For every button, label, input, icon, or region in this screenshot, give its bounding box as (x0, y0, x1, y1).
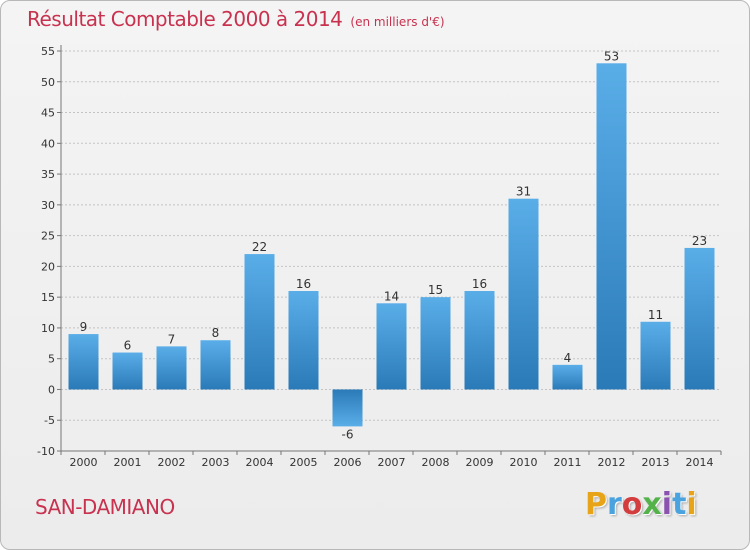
y-tick-label: -10 (37, 445, 55, 458)
x-tick-label: 2002 (158, 456, 186, 469)
x-tick-label: 2001 (114, 456, 142, 469)
y-tick-label: 5 (48, 353, 55, 366)
data-label: 16 (472, 277, 487, 291)
bar (68, 334, 99, 390)
x-tick-label: 2009 (466, 456, 494, 469)
y-tick-label: 50 (41, 76, 55, 89)
bar (508, 198, 539, 390)
x-tick-label: 2008 (422, 456, 450, 469)
proxiti-logo[interactable]: Proxiti (585, 487, 697, 522)
x-tick-label: 2010 (510, 456, 538, 469)
data-label: 22 (252, 240, 267, 254)
y-tick-label: 10 (41, 322, 55, 335)
y-tick-label: 30 (41, 199, 55, 212)
bar (552, 364, 583, 390)
x-tick-label: 2006 (334, 456, 362, 469)
y-tick-label: 40 (41, 137, 55, 150)
y-tick-label: 45 (41, 107, 55, 120)
bar (376, 303, 407, 390)
x-tick-label: 2011 (554, 456, 582, 469)
x-tick-label: 2007 (378, 456, 406, 469)
bar (156, 346, 187, 390)
data-label: 8 (212, 326, 220, 340)
x-tick-label: 2004 (246, 456, 274, 469)
data-label: 11 (648, 308, 663, 322)
bar (112, 352, 143, 390)
data-label: 6 (124, 339, 132, 353)
bars (68, 63, 715, 427)
bar (596, 63, 627, 390)
data-label: 14 (384, 289, 399, 303)
chart-title: Résultat Comptable 2000 à 2014 (en millie… (27, 7, 445, 31)
x-tick-label: 2003 (202, 456, 230, 469)
x-tick-label: 2000 (70, 456, 98, 469)
x-tick-label: 2005 (290, 456, 318, 469)
chart-unit: (en milliers d'€) (350, 15, 445, 29)
bar (200, 340, 231, 390)
y-tick-label: -5 (44, 414, 55, 427)
data-label: 7 (168, 332, 176, 346)
data-label: 23 (692, 234, 707, 248)
data-label: 4 (564, 351, 572, 365)
x-tick-label: 2013 (642, 456, 670, 469)
chart-title-text: Résultat Comptable 2000 à 2014 (27, 7, 343, 31)
data-label: 9 (80, 320, 88, 334)
bar (464, 291, 495, 390)
bar (640, 321, 671, 390)
y-tick-label: 20 (41, 260, 55, 273)
bar (288, 291, 319, 390)
y-tick-label: 0 (48, 383, 55, 396)
data-label: 16 (296, 277, 311, 291)
bar (244, 254, 275, 390)
data-label: 53 (604, 49, 619, 63)
data-labels: 9 6 7 8 22 16 -6 14 15 16 31 4 53 11 23 (80, 49, 707, 441)
x-tick-label: 2012 (598, 456, 626, 469)
y-tick-label: 25 (41, 230, 55, 243)
commune-name: SAN-DAMIANO (35, 495, 175, 519)
bar (684, 247, 715, 390)
y-tick-label: 15 (41, 291, 55, 304)
bar (420, 297, 451, 390)
data-label: 15 (428, 283, 443, 297)
data-label: 31 (516, 185, 531, 199)
data-label: -6 (342, 427, 354, 441)
axes: -10 -5 0 5 10 15 20 25 30 35 40 45 50 55 2000 2001 2002 2… (37, 45, 722, 469)
bar (332, 389, 363, 427)
y-tick-label: 55 (41, 45, 55, 58)
y-tick-label: 35 (41, 168, 55, 181)
x-tick-label: 2014 (686, 456, 714, 469)
